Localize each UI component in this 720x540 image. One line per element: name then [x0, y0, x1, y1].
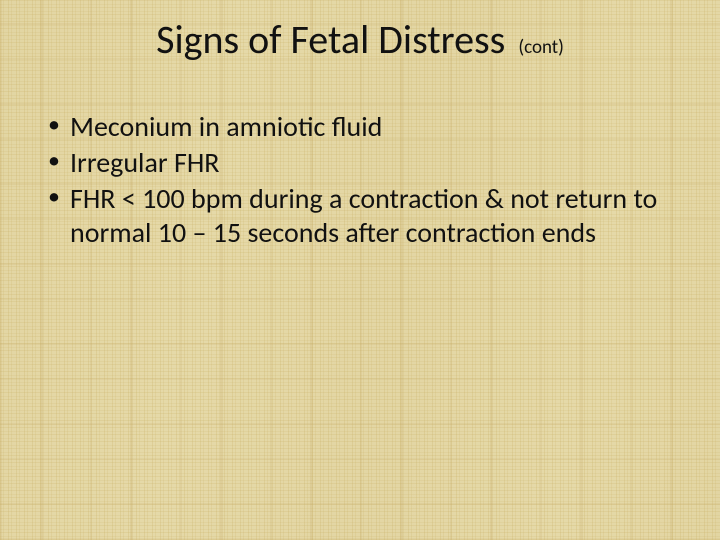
slide-title: Signs of Fetal Distress (cont): [0, 18, 720, 62]
bullet-text: Meconium in amniotic fluid: [70, 109, 382, 144]
list-item: FHR < 100 bpm during a contraction & not…: [40, 182, 680, 250]
list-item: Irregular FHR: [40, 146, 680, 180]
slide-body: Meconium in amniotic fluid Irregular FHR…: [40, 110, 680, 253]
bullet-text: FHR < 100 bpm during a contraction & not…: [70, 181, 657, 250]
slide-container: Signs of Fetal Distress (cont) Meconium …: [0, 0, 720, 540]
list-item: Meconium in amniotic fluid: [40, 110, 680, 144]
title-main-text: Signs of Fetal Distress: [156, 15, 505, 64]
bullet-text: Irregular FHR: [70, 145, 219, 180]
title-suffix-text: (cont): [518, 36, 564, 59]
bullet-list: Meconium in amniotic fluid Irregular FHR…: [40, 110, 680, 251]
